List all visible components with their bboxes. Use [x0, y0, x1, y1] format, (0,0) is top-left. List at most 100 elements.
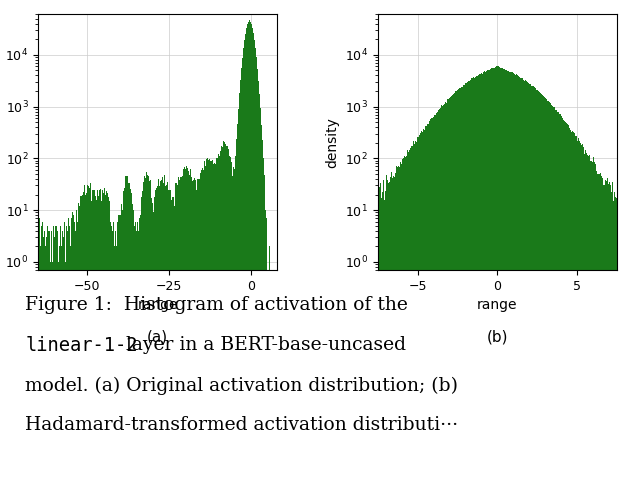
Text: linear-1-2: linear-1-2: [25, 336, 138, 355]
Bar: [387, 179, 388, 482]
Bar: [47, 226, 48, 482]
Bar: [113, 222, 114, 482]
Bar: [484, 71, 485, 482]
Bar: [417, 137, 418, 482]
Bar: [73, 215, 74, 482]
Bar: [406, 155, 407, 482]
Bar: [138, 231, 139, 482]
Bar: [399, 167, 400, 482]
Bar: [511, 72, 512, 482]
Bar: [135, 222, 136, 482]
X-axis label: range: range: [477, 298, 518, 312]
Bar: [45, 246, 46, 482]
Bar: [121, 210, 123, 482]
Bar: [541, 94, 542, 482]
Bar: [385, 191, 386, 482]
Bar: [459, 88, 460, 482]
Bar: [383, 192, 384, 482]
Bar: [447, 99, 448, 482]
Bar: [532, 86, 533, 482]
Bar: [467, 82, 468, 482]
Bar: [576, 136, 577, 482]
Bar: [450, 95, 452, 482]
Bar: [612, 182, 613, 482]
Bar: [74, 231, 76, 482]
Bar: [397, 167, 398, 482]
Bar: [514, 74, 515, 482]
Bar: [157, 186, 158, 482]
Bar: [115, 231, 116, 482]
Bar: [505, 69, 506, 482]
Bar: [500, 68, 501, 482]
Bar: [432, 118, 433, 482]
Bar: [421, 132, 422, 482]
Bar: [264, 175, 265, 482]
Bar: [571, 132, 572, 482]
Bar: [219, 151, 221, 482]
Bar: [508, 71, 509, 482]
Bar: [449, 98, 450, 482]
Bar: [565, 122, 566, 482]
Bar: [62, 231, 63, 482]
Bar: [404, 156, 405, 482]
Bar: [536, 90, 537, 482]
Bar: [39, 218, 40, 482]
Bar: [574, 136, 576, 482]
Bar: [539, 93, 540, 482]
Bar: [78, 202, 80, 482]
Bar: [501, 67, 502, 482]
Bar: [401, 164, 402, 482]
Bar: [381, 198, 382, 482]
Bar: [461, 87, 462, 482]
Bar: [158, 179, 159, 482]
Bar: [466, 83, 467, 482]
Bar: [217, 158, 218, 482]
Bar: [91, 201, 92, 482]
Bar: [215, 164, 216, 482]
Bar: [444, 104, 445, 482]
Bar: [242, 58, 243, 482]
X-axis label: range: range: [137, 298, 178, 312]
Bar: [495, 67, 496, 482]
Bar: [555, 110, 556, 482]
Bar: [142, 191, 143, 482]
Bar: [424, 130, 425, 482]
Bar: [69, 226, 70, 482]
Bar: [185, 169, 186, 482]
Bar: [485, 72, 486, 482]
Bar: [594, 162, 595, 482]
Bar: [470, 80, 471, 482]
Bar: [258, 80, 259, 482]
Bar: [402, 159, 403, 482]
Bar: [448, 99, 449, 482]
Bar: [430, 119, 431, 482]
Bar: [257, 68, 258, 482]
Bar: [67, 231, 68, 482]
Bar: [95, 196, 96, 482]
Bar: [598, 172, 599, 482]
Bar: [212, 160, 213, 482]
Bar: [265, 210, 266, 482]
Bar: [494, 68, 495, 482]
Bar: [469, 81, 470, 482]
Bar: [82, 195, 83, 482]
Bar: [184, 167, 185, 482]
Bar: [523, 80, 524, 482]
Bar: [439, 109, 440, 482]
Bar: [233, 167, 234, 482]
Bar: [120, 215, 121, 482]
Bar: [548, 101, 549, 482]
Bar: [130, 188, 131, 482]
Bar: [196, 190, 197, 482]
Bar: [225, 144, 226, 482]
Text: model. (a) Original activation distribution; (b): model. (a) Original activation distribut…: [25, 376, 459, 395]
Bar: [164, 175, 165, 482]
Text: Figure 1:  Histogram of activation of the: Figure 1: Histogram of activation of the: [25, 296, 408, 314]
Bar: [537, 91, 539, 482]
Bar: [41, 226, 42, 482]
Bar: [57, 231, 59, 482]
Bar: [589, 155, 590, 482]
Bar: [166, 185, 167, 482]
Bar: [380, 183, 381, 482]
Bar: [147, 175, 148, 482]
